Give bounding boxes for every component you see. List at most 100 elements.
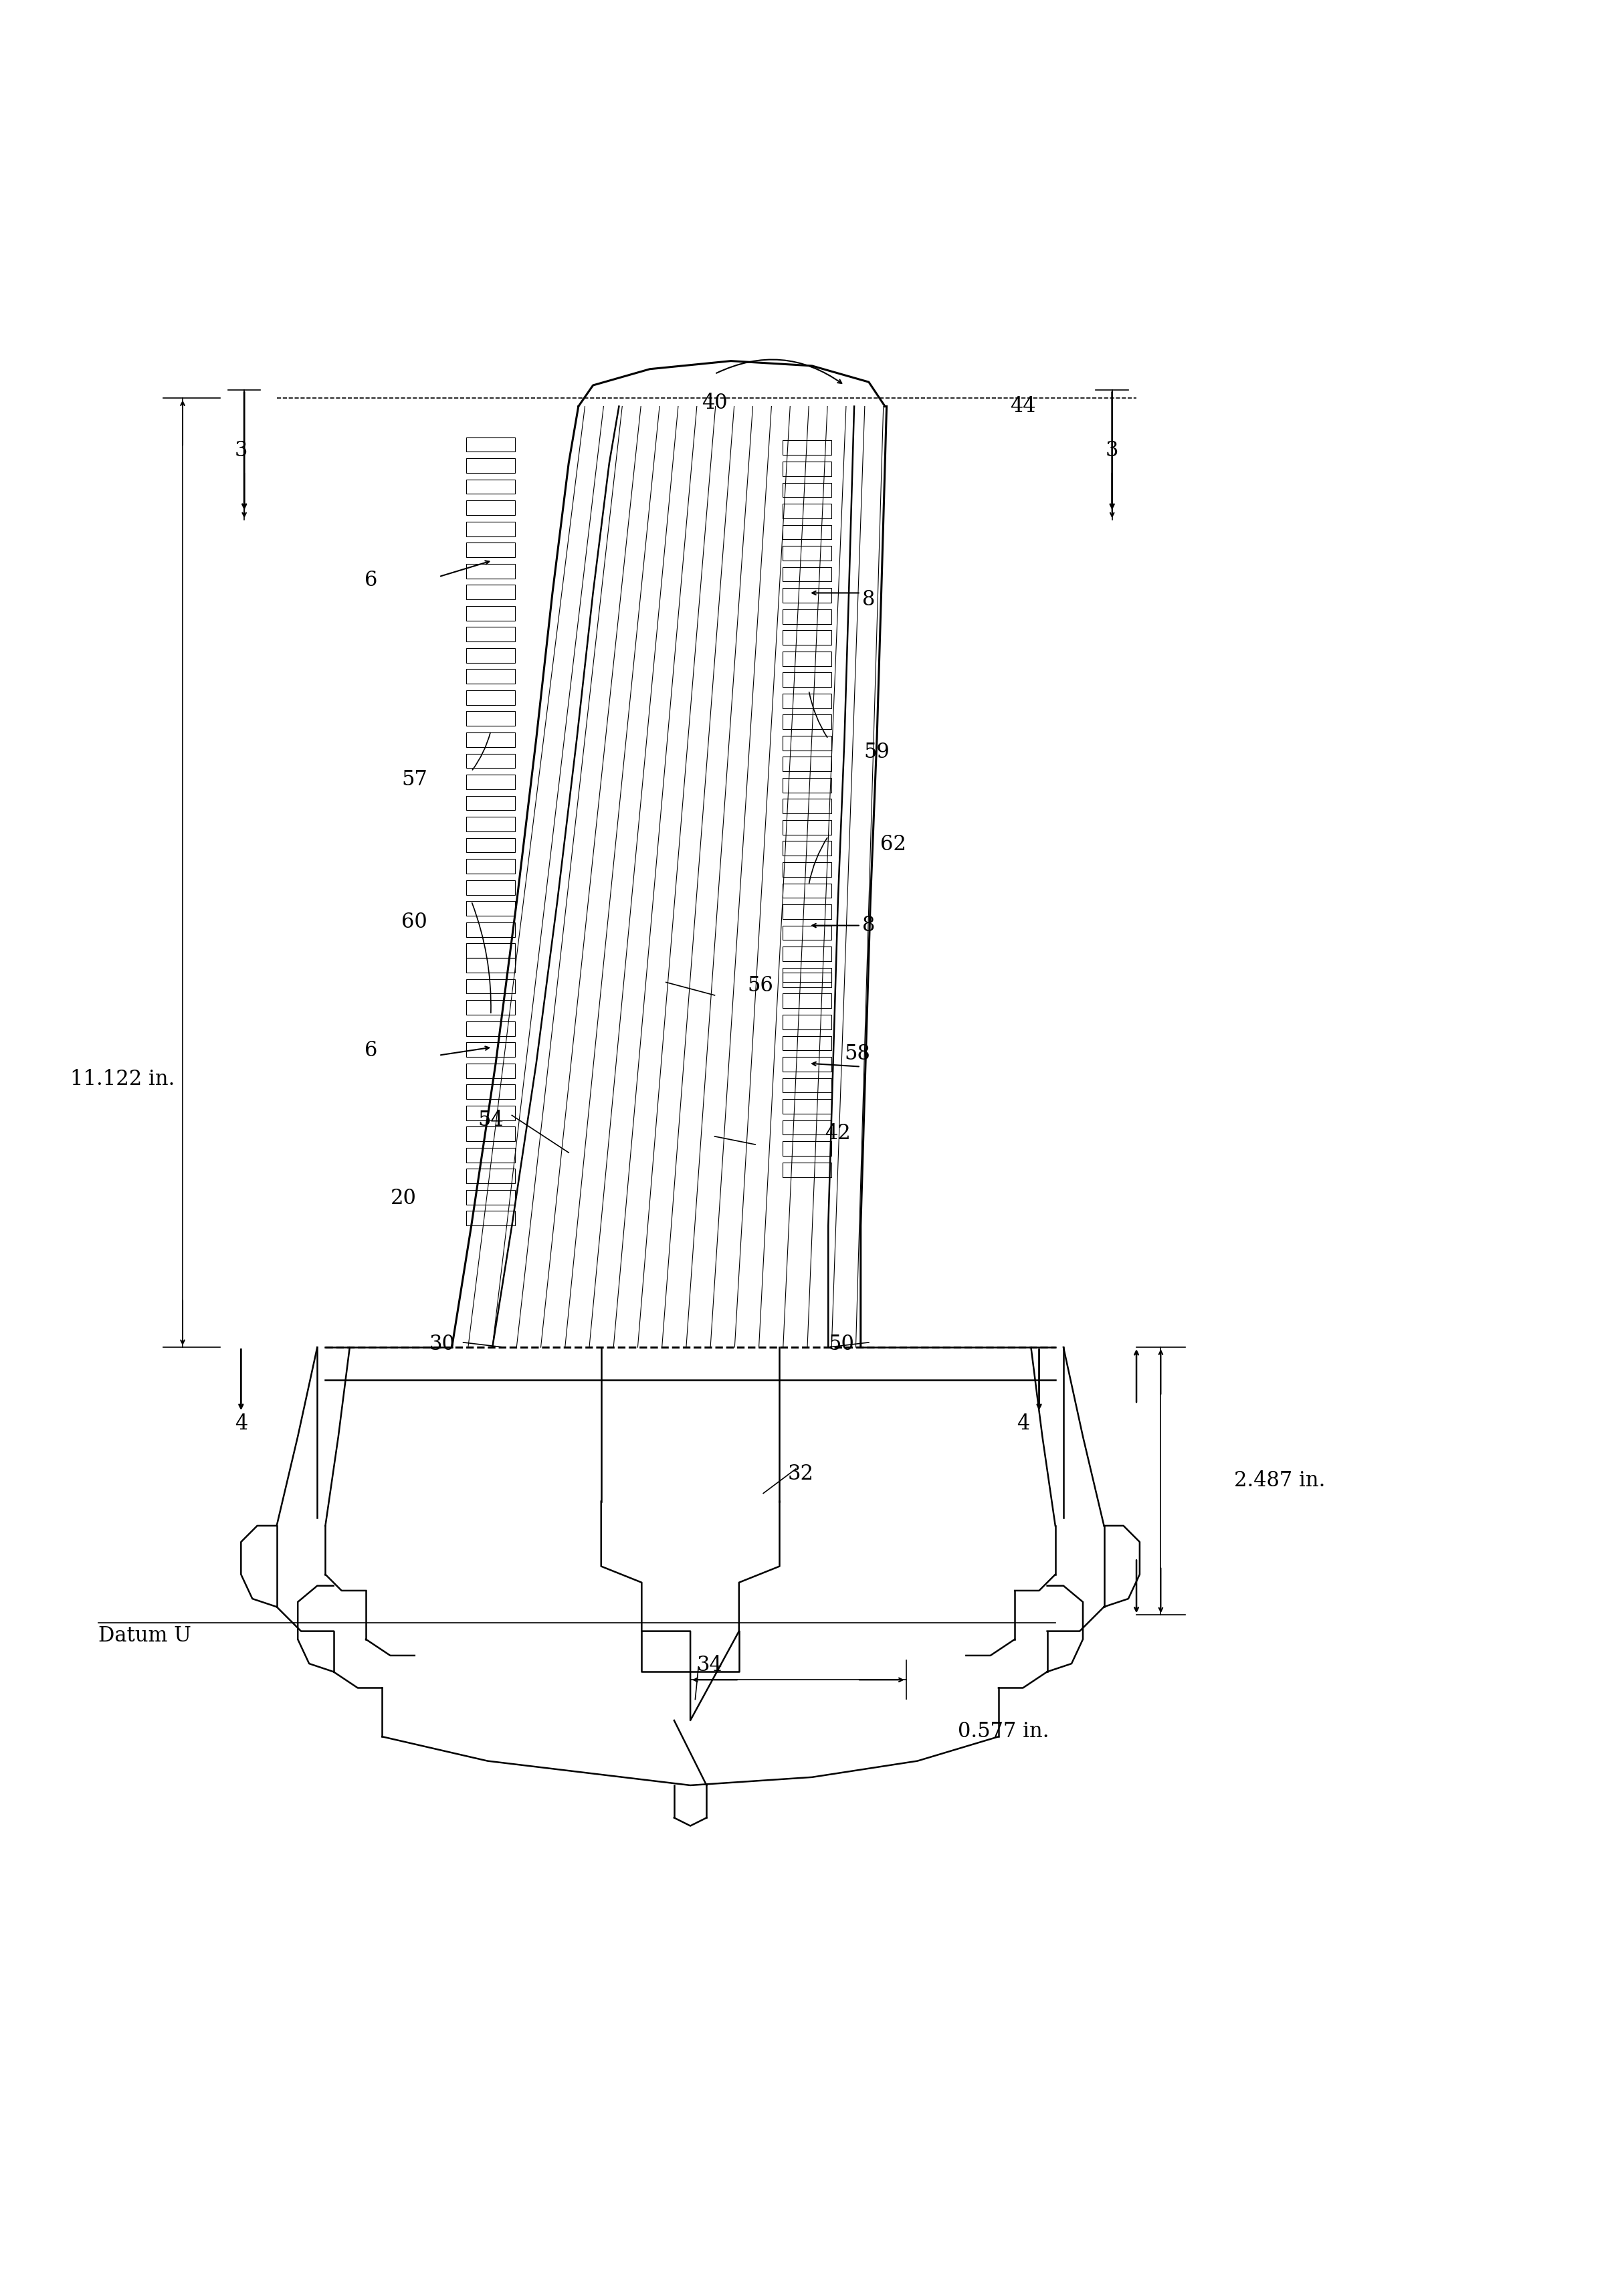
Bar [783,799,831,813]
Text: 8: 8 [862,916,875,936]
Bar [783,884,831,897]
Bar [466,437,515,451]
Bar [466,1190,515,1204]
Bar [783,694,831,707]
Bar [783,863,831,877]
Bar [783,1119,831,1135]
Bar [466,478,515,494]
Text: 6: 6 [364,570,377,591]
Text: 30: 30 [429,1334,455,1355]
Bar [466,980,515,993]
Bar [466,668,515,684]
Bar [466,691,515,705]
Bar [466,607,515,620]
Text: 3: 3 [234,439,247,460]
Text: 2.487 in.: 2.487 in. [1234,1470,1325,1490]
Bar [783,545,831,561]
Text: 32: 32 [788,1463,814,1483]
Bar [783,925,831,941]
Bar [466,458,515,474]
Bar [466,1000,515,1014]
Bar [783,1099,831,1115]
Bar [466,1021,515,1037]
Text: 0.577 in.: 0.577 in. [958,1721,1049,1742]
Text: 6: 6 [364,1039,377,1060]
Text: 57: 57 [401,769,427,790]
Bar [783,993,831,1007]
Bar [466,712,515,726]
Bar [466,753,515,769]
Bar [783,758,831,771]
Text: 11.122 in.: 11.122 in. [70,1069,175,1090]
Bar [466,817,515,831]
Text: 4: 4 [234,1412,247,1433]
Text: 58: 58 [844,1044,870,1064]
Bar [783,483,831,497]
Bar [466,902,515,916]
Bar [466,1170,515,1183]
Bar [783,588,831,602]
Text: 3: 3 [1106,439,1119,460]
Bar [783,735,831,751]
Bar [783,652,831,666]
Bar [466,563,515,579]
Bar [783,524,831,540]
Text: 8: 8 [862,588,875,609]
Bar [783,462,831,476]
Bar [466,1085,515,1099]
Bar [466,648,515,664]
Text: Datum U: Datum U [99,1625,192,1646]
Text: 44: 44 [1010,396,1036,417]
Bar [783,948,831,961]
Bar [466,1126,515,1142]
Bar [466,1064,515,1078]
Bar [783,439,831,456]
Bar [466,879,515,895]
Bar [783,819,831,835]
Bar [466,774,515,790]
Text: 40: 40 [702,394,728,414]
Text: 50: 50 [828,1334,854,1355]
Bar [783,673,831,687]
Bar [466,957,515,973]
Bar [466,627,515,641]
Bar [783,568,831,581]
Text: 42: 42 [825,1124,851,1144]
Bar [466,1147,515,1163]
Bar [783,778,831,792]
Text: 62: 62 [880,833,906,854]
Bar [783,1163,831,1177]
Bar [783,1142,831,1156]
Bar [466,732,515,746]
Bar [783,1014,831,1030]
Bar [466,542,515,556]
Text: 54: 54 [477,1110,503,1131]
Text: 34: 34 [697,1655,723,1676]
Text: 56: 56 [747,975,773,996]
Bar [783,714,831,730]
Bar [466,1041,515,1058]
Bar [466,501,515,515]
Bar [466,797,515,810]
Bar [783,1037,831,1051]
Text: 59: 59 [864,742,890,762]
Bar [783,840,831,856]
Bar [466,838,515,852]
Text: 60: 60 [401,911,427,932]
Bar [783,504,831,517]
Bar [783,629,831,645]
Bar [466,584,515,600]
Bar [466,1106,515,1119]
Bar [466,522,515,536]
Bar [783,904,831,918]
Bar [783,968,831,982]
Bar [783,1058,831,1071]
Bar [466,922,515,936]
Bar [783,1078,831,1092]
Bar [783,609,831,625]
Text: 4: 4 [1017,1412,1030,1433]
Bar [466,1211,515,1225]
Text: 20: 20 [390,1188,416,1209]
Bar [466,858,515,874]
Bar [783,973,831,987]
